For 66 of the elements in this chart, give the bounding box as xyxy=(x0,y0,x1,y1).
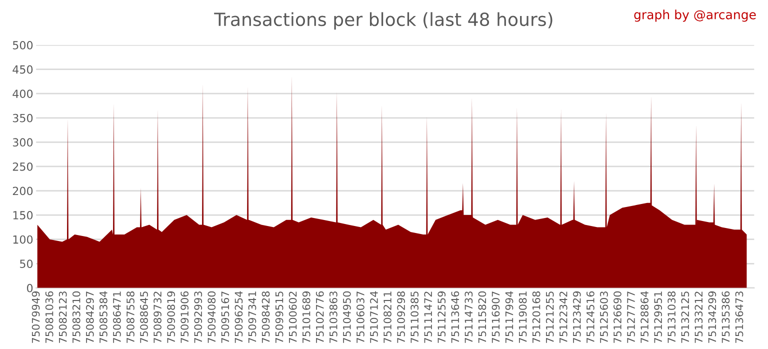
x-tick-label: 75083210 xyxy=(72,291,80,343)
x-tick-label: 75079949 xyxy=(32,291,40,343)
x-tick-label: 75094080 xyxy=(208,291,216,343)
x-tick-label: 75127777 xyxy=(627,292,635,343)
x-tick-label: 75123429 xyxy=(572,291,581,343)
x-tick-label: 75125603 xyxy=(600,292,608,343)
y-tick-label: 200 xyxy=(12,186,33,196)
x-tick-label: 75098428 xyxy=(262,291,270,343)
y-tick-label: 300 xyxy=(12,138,33,147)
x-tick-label: 75088645 xyxy=(140,292,148,343)
x-tick-label: 75097341 xyxy=(248,292,256,343)
text: graph by @arcange xyxy=(634,10,756,22)
x-tick-label: 75122342 xyxy=(559,292,568,343)
x-tick-label: 75095167 xyxy=(221,292,230,343)
y-tick-label: 250 xyxy=(12,162,33,171)
x-tick-label: 75096254 xyxy=(234,291,243,343)
x-tick-label: 75089732 xyxy=(154,292,162,343)
x-tick-label: 75091906 xyxy=(180,291,189,343)
x-tick-label: 75128864 xyxy=(640,291,648,343)
x-tick-label: 75114733 xyxy=(464,292,473,343)
x-tick-label: 75116907 xyxy=(492,292,500,343)
y-tick-label: 0 xyxy=(26,284,33,292)
x-tick-label: 75104950 xyxy=(342,291,351,343)
x-tick-label: 75131038 xyxy=(668,291,676,343)
x-tick-label: 75107124 xyxy=(370,291,378,343)
x-tick-label: 75112559 xyxy=(438,291,446,343)
x-tick-label: 75115820 xyxy=(478,291,486,343)
x-tick-label: 75121255 xyxy=(546,292,554,343)
y-tick-label: 100 xyxy=(13,235,33,244)
x-tick-label: 75109298 xyxy=(397,291,405,343)
y-tick-label: 350 xyxy=(12,114,33,122)
x-tick-label: 75084297 xyxy=(86,292,94,343)
x-tick-label: 75132125 xyxy=(681,292,690,343)
x-tick-label: 75126690 xyxy=(614,291,622,343)
y-tick-label: 50 xyxy=(20,260,33,268)
x-tick-label: 75101689 xyxy=(302,291,310,343)
x-tick-label: 75129951 xyxy=(654,292,662,343)
x-tick-label: 75113646 xyxy=(451,291,460,343)
x-tick-label: 75106037 xyxy=(356,292,364,343)
x-tick-label: 75090819 xyxy=(167,291,176,343)
x-tick-label: 75092993 xyxy=(194,292,202,343)
y-tick-label: 150 xyxy=(13,211,33,220)
x-tick-label: 75102776 xyxy=(316,291,324,343)
y-tick-label: 400 xyxy=(12,90,33,98)
x-tick-label: 75108211 xyxy=(384,292,392,343)
x-tick-label: 75119081 xyxy=(518,292,527,343)
x-tick-label: 75111472 xyxy=(424,292,432,343)
x-tick-label: 75087558 xyxy=(126,291,134,343)
x-tick-label: 75082123 xyxy=(58,292,67,343)
chart-title: Transactions per block (last 48 hours) xyxy=(214,12,552,30)
y-tick-label: 450 xyxy=(12,65,33,74)
x-tick-label: 75134299 xyxy=(708,291,716,343)
x-tick-label: 75133212 xyxy=(694,292,703,343)
y-tick-label: 500 xyxy=(12,40,33,50)
x-tick-label: 75103863 xyxy=(329,292,338,343)
x-tick-label: 75081036 xyxy=(45,291,54,343)
x-tick-label: 75100602 xyxy=(288,292,297,343)
x-tick-label: 75124516 xyxy=(586,291,594,343)
x-tick-label: 75120168 xyxy=(532,291,540,343)
x-tick-label: 75099515 xyxy=(275,292,284,343)
x-tick-label: 75085384 xyxy=(99,291,108,343)
x-tick-label: 75136473 xyxy=(735,292,744,343)
x-tick-label: 75135386 xyxy=(722,291,730,343)
x-tick-label: 75110385 xyxy=(410,292,419,343)
x-tick-label: 75086471 xyxy=(113,292,121,343)
x-tick-label: 75117994 xyxy=(505,291,514,343)
